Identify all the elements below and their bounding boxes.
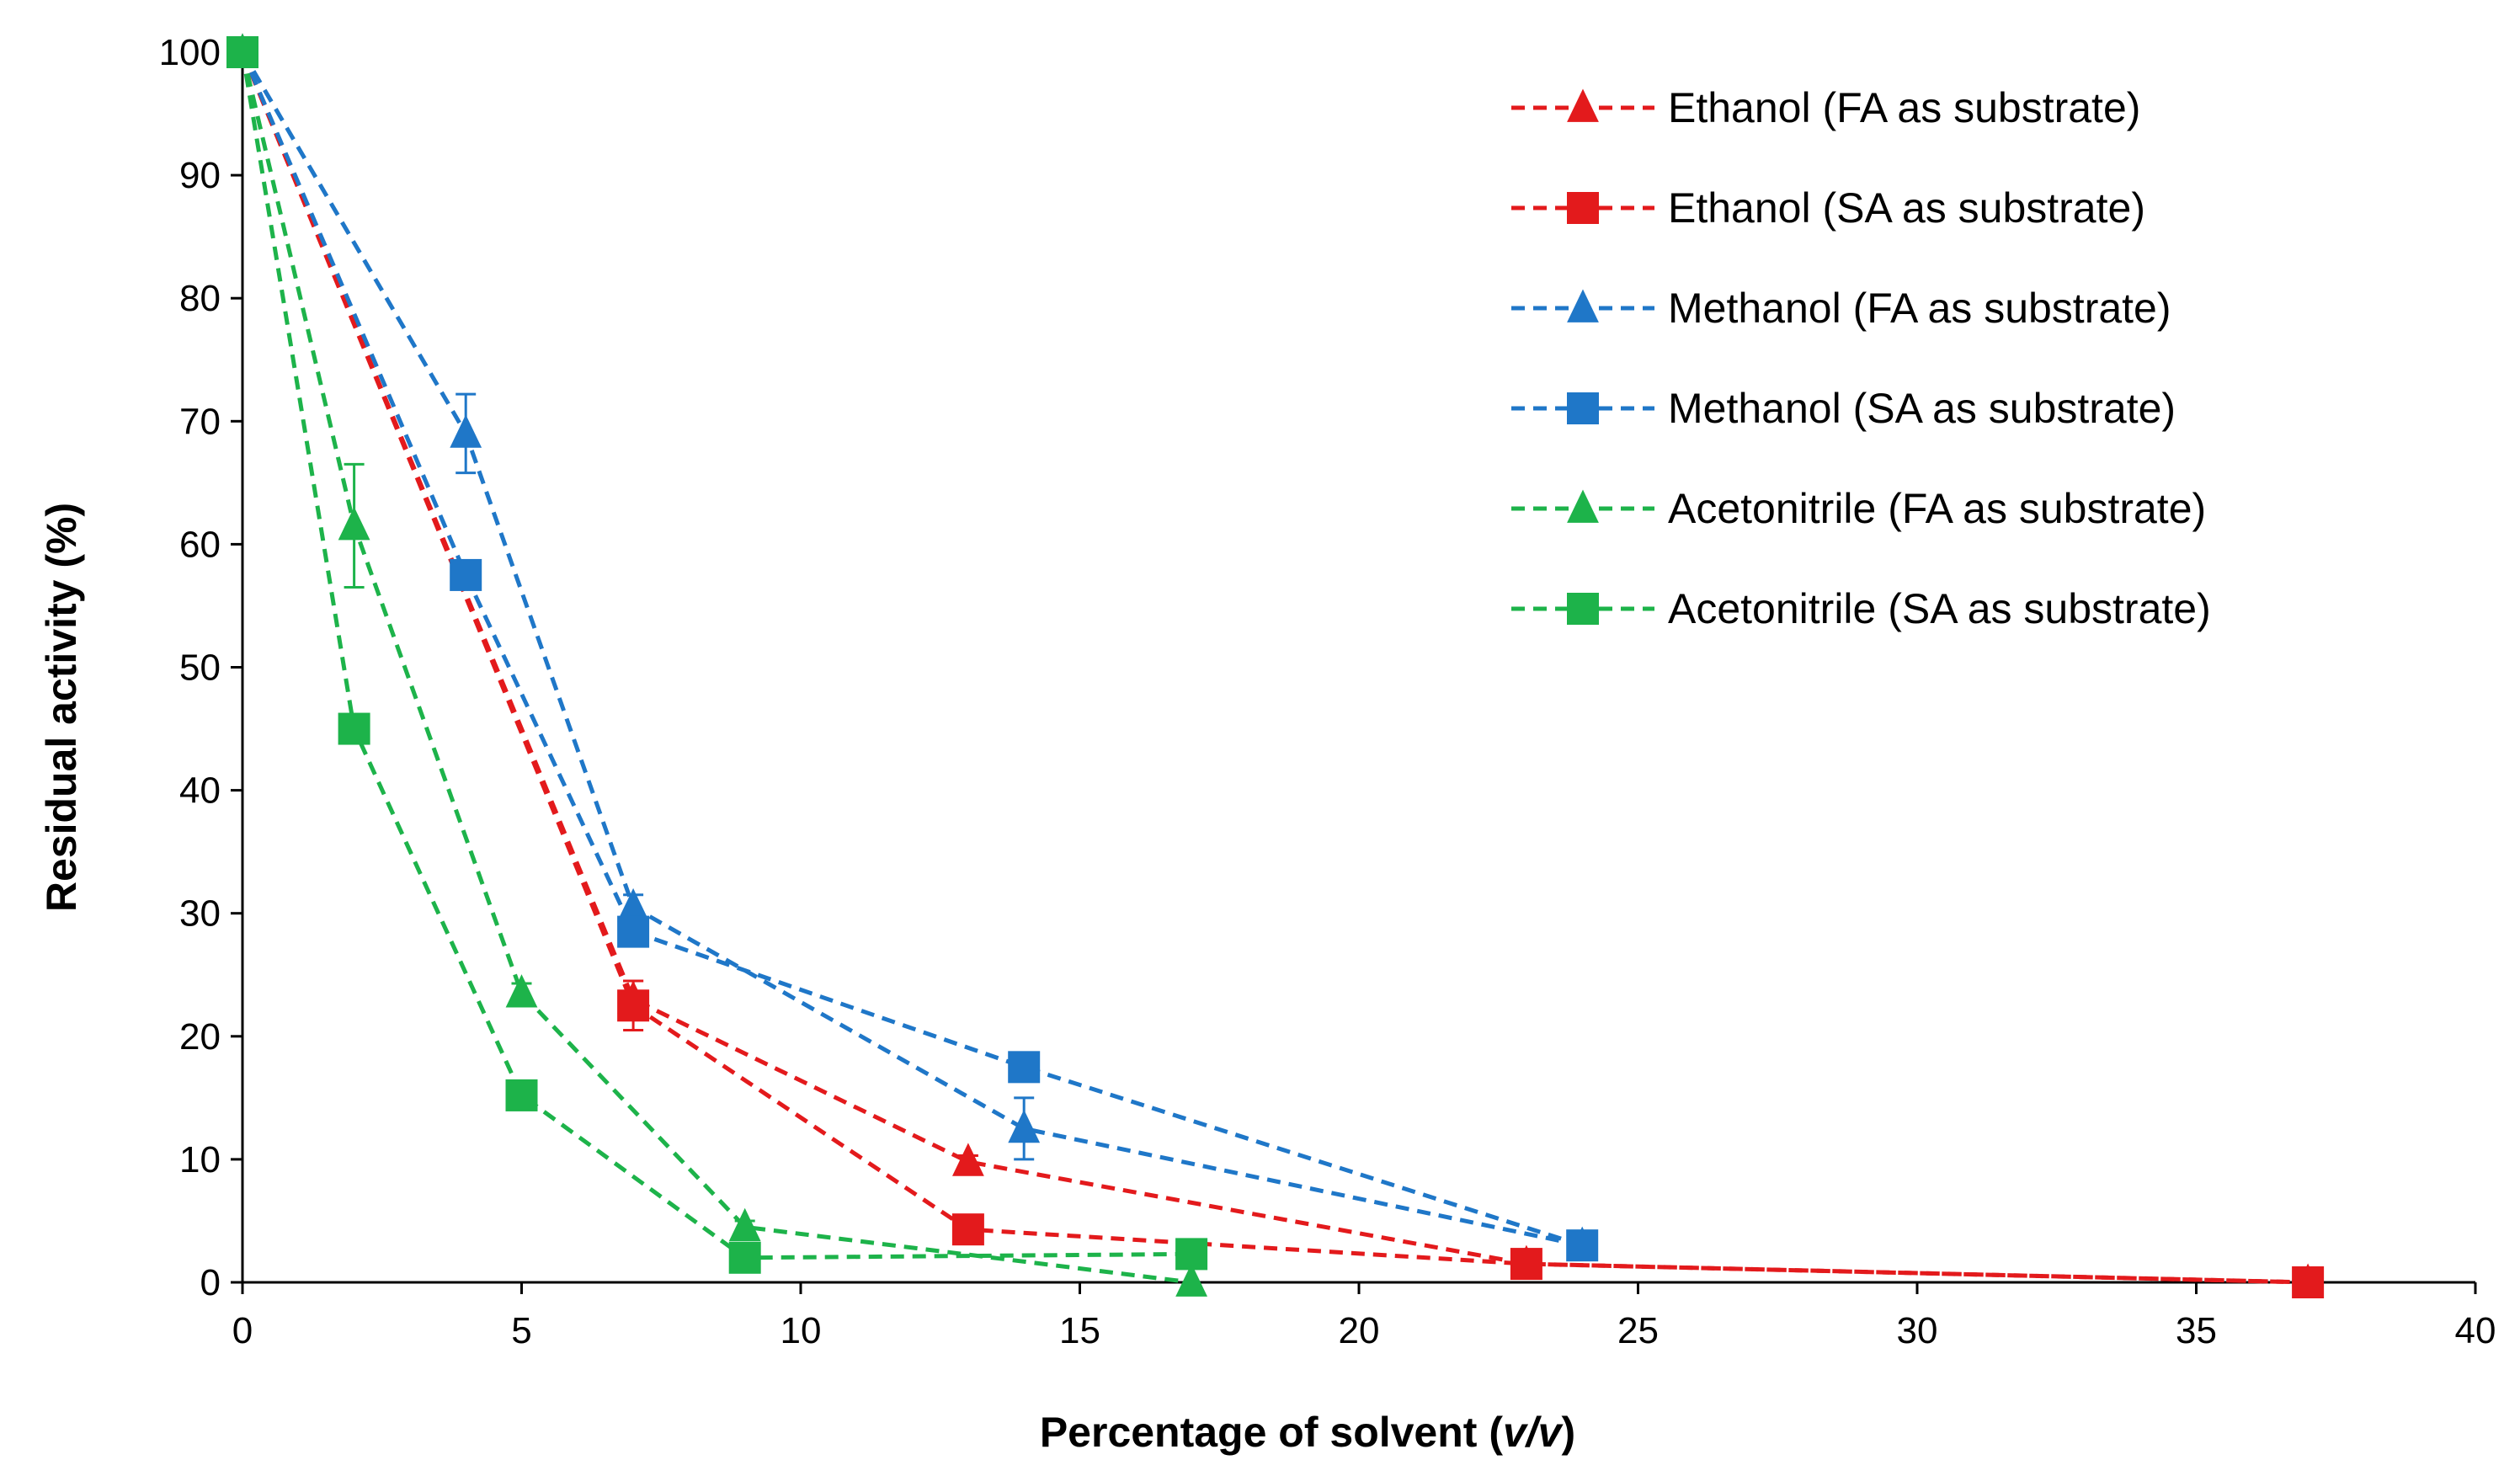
legend-marker [1567,593,1599,625]
data-point [728,1241,761,1274]
legend-label: Ethanol (FA as substrate) [1668,84,2140,131]
y-axis-title: Residual activity (%) [38,503,85,912]
series-6 [226,36,1208,1274]
y-tick-label: 80 [179,278,221,319]
y-tick-label: 90 [179,155,221,196]
data-point [338,712,370,745]
legend-marker [1567,392,1599,424]
x-tick-label: 0 [232,1310,253,1351]
data-point [952,1143,984,1176]
legend: Ethanol (FA as substrate) Ethanol (SA as … [1511,84,2211,632]
x-tick-label: 25 [1617,1310,1659,1351]
y-tick-label: 100 [159,32,221,73]
series-line [240,51,1192,1285]
legend-label: Acetonitrile (FA as substrate) [1668,485,2206,532]
y-tick-label: 20 [179,1016,221,1058]
series-5 [226,33,1207,1297]
legend-item-4: Methanol (SA as substrate) [1511,385,2176,432]
x-tick-label: 10 [781,1310,822,1351]
series-3 [226,33,1599,1260]
data-point [505,974,538,1008]
legend-label: Methanol (FA as substrate) [1668,285,2171,332]
series-layer [226,33,2325,1298]
y-tick-label: 10 [179,1139,221,1180]
legend-marker [1567,489,1599,523]
legend-item-3: Methanol (FA as substrate) [1511,285,2171,332]
data-point [450,414,482,448]
data-point [1008,1051,1041,1084]
series-line [240,51,1192,1260]
data-point [1008,1109,1041,1143]
data-point [226,36,258,68]
legend-label: Methanol (SA as substrate) [1668,385,2176,432]
y-tick-label: 40 [179,770,221,812]
series-line [240,51,1583,1248]
legend-label: Ethanol (SA as substrate) [1668,184,2145,232]
data-point [728,1207,761,1242]
legend-marker [1567,88,1599,122]
data-point [450,558,482,591]
y-tick-label: 30 [179,893,221,935]
data-point [617,989,650,1022]
y-tick-label: 70 [179,401,221,442]
series-line [240,51,2309,1285]
data-point [617,915,650,948]
series-line [240,51,2309,1285]
data-point [338,506,370,541]
y-tick-label: 60 [179,524,221,565]
legend-item-2: Ethanol (SA as substrate) [1511,184,2145,232]
x-tick-label: 35 [2176,1310,2217,1351]
legend-item-5: Acetonitrile (FA as substrate) [1511,485,2206,532]
x-tick-label: 40 [2455,1310,2496,1351]
x-tick-label: 20 [1339,1310,1380,1351]
data-point [1566,1229,1599,1262]
data-point [1175,1238,1208,1271]
data-point [1510,1248,1542,1281]
x-tick-label: 30 [1897,1310,1938,1351]
legend-item-6: Acetonitrile (SA as substrate) [1511,585,2211,632]
y-tick-label: 0 [200,1262,221,1303]
legend-item-1: Ethanol (FA as substrate) [1511,84,2140,131]
legend-marker [1567,289,1599,322]
data-point [1175,1263,1207,1297]
legend-marker [1567,192,1599,224]
x-tick-label: 15 [1059,1310,1100,1351]
legend-label: Acetonitrile (SA as substrate) [1668,585,2211,632]
x-tick-label: 5 [511,1310,531,1351]
axes: 0 10 20 30 40 50 60 70 80 90 100 0 5 10 15 20 25 30 35 40 [159,32,2496,1351]
y-tick-label: 50 [179,647,221,689]
data-point [2292,1266,2325,1298]
data-point [951,1213,984,1246]
data-point [505,1079,538,1111]
series-4 [226,36,1599,1262]
series-line [240,51,1583,1248]
x-axis-title: Percentage of solvent (v/v) [1040,1409,1575,1456]
